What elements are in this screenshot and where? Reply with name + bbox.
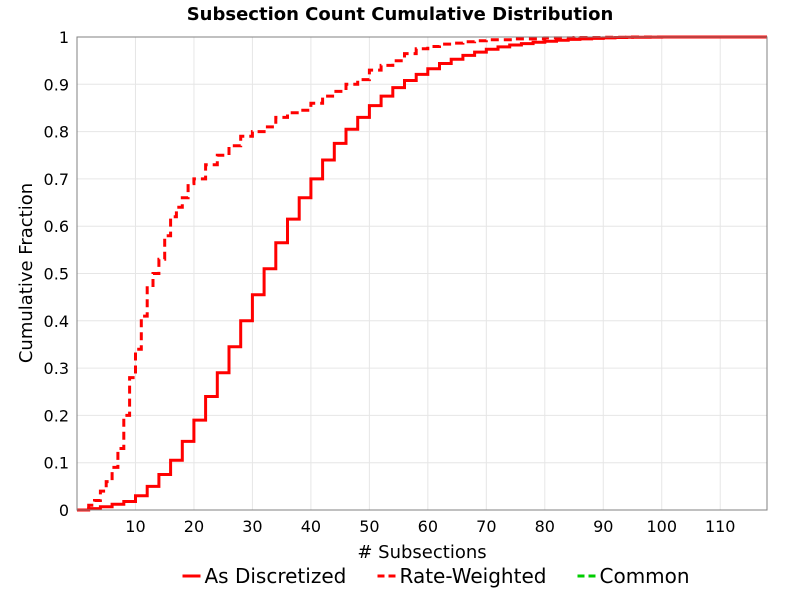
grid: [77, 36, 767, 511]
series-line-rate-weighted: [77, 35, 767, 512]
x-tick-label: 60: [418, 517, 438, 536]
y-axis-label: Cumulative Fraction: [16, 183, 37, 363]
plot-area-frame: [76, 36, 768, 511]
legend-label: As Discretized: [205, 564, 347, 588]
y-tick-label: 0.6: [44, 217, 69, 236]
x-tick-label: 70: [476, 517, 496, 536]
x-tick-label: 10: [125, 517, 145, 536]
x-tick-label: 90: [593, 517, 613, 536]
x-tick-label: 80: [535, 517, 555, 536]
y-tick-label: 0.8: [44, 123, 69, 142]
y-tick-label: 0.5: [44, 265, 69, 284]
x-tick-label: 20: [184, 517, 204, 536]
legend-label: Rate-Weighted: [400, 564, 547, 588]
y-tick-label: 0.2: [44, 406, 69, 425]
x-tick-label: 40: [301, 517, 321, 536]
legend-label: Common: [600, 564, 690, 588]
y-tick-label: 0.4: [44, 312, 69, 331]
legend: As Discretized Rate-Weighted Common: [182, 564, 690, 588]
y-axis-ticks: 0 0.1 0.2 0.3 0.4 0.5 0.6 0.7 0.8 0.9 1: [44, 28, 69, 520]
x-tick-label: 50: [359, 517, 379, 536]
x-tick-label: 30: [242, 517, 262, 536]
x-axis-label: # Subsections: [357, 542, 486, 563]
x-tick-label: 110: [705, 517, 736, 536]
y-tick-label: 0.7: [44, 170, 69, 189]
x-tick-label: 100: [646, 517, 677, 536]
y-tick-label: 0: [59, 501, 69, 520]
series-layer: [77, 35, 767, 512]
x-axis-ticks: 10 20 30 40 50 60 70 80 90 100 110: [125, 517, 735, 536]
y-tick-label: 1: [59, 28, 69, 47]
y-tick-label: 0.3: [44, 359, 69, 378]
y-tick-label: 0.1: [44, 454, 69, 473]
y-tick-label: 0.9: [44, 75, 69, 94]
chart-title: Subsection Count Cumulative Distribution: [187, 4, 614, 25]
